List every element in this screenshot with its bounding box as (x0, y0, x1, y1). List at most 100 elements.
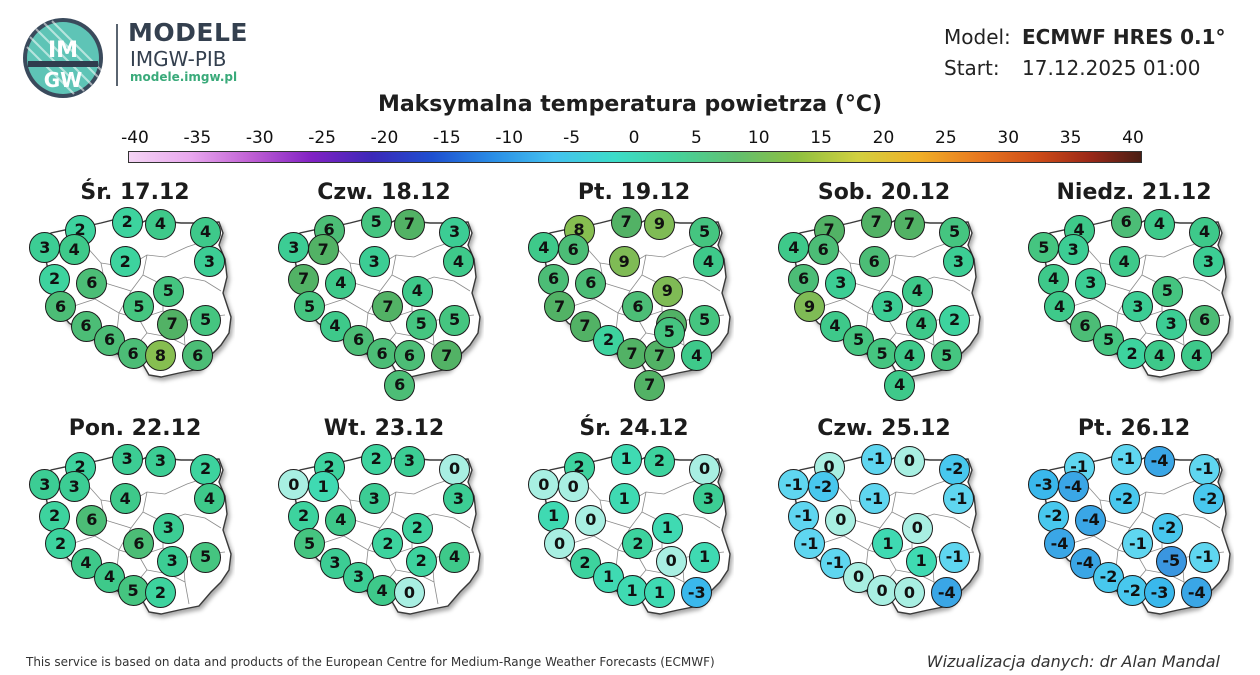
svg-text:IM: IM (48, 38, 78, 63)
temperature-bubble: 7 (431, 340, 463, 372)
temperature-bubble: 4 (1143, 208, 1175, 240)
temperature-bubble: 7 (288, 263, 320, 295)
region-border (353, 491, 397, 529)
temperature-bubble: 3 (393, 445, 425, 477)
temperature-bubble: 4 (681, 340, 713, 372)
temperature-bubble: -1 (794, 528, 826, 560)
temperature-bubble: 1 (538, 500, 570, 532)
temperature-bubble: -2 (1108, 483, 1140, 515)
temperature-bubble: 5 (939, 216, 971, 248)
temperature-bubble: -3 (1028, 469, 1060, 501)
temperature-bubble: -2 (939, 453, 971, 485)
temperature-bubble: 7 (393, 208, 425, 240)
temperature-bubble: 5 (117, 575, 149, 607)
imgw-logo: IM GW (23, 18, 103, 98)
temperature-bubble: 7 (610, 206, 642, 238)
temperature-bubble: 0 (544, 528, 576, 560)
temperature-bubble: 5 (439, 304, 471, 336)
temperature-bubble: 2 (372, 528, 404, 560)
brand-url-link[interactable]: modele.imgw.pl (130, 70, 238, 84)
temperature-bubble: 3 (825, 267, 857, 299)
region-border (1103, 254, 1147, 292)
day-label: Niedz. 21.12 (1056, 180, 1212, 205)
scale-tick-label: 35 (1059, 128, 1082, 148)
scale-tick-label: 5 (690, 128, 702, 148)
temperature-bubble: 4 (1189, 216, 1221, 248)
scale-tick-label: 25 (935, 128, 957, 148)
temperature-bubble: -1 (1122, 528, 1154, 560)
temperature-bubble: 5 (294, 528, 326, 560)
temperature-bubble: 2 (190, 453, 222, 485)
temperature-bubble: 3 (942, 246, 974, 278)
visualization-credit: Wizualizacja danych: dr Alan Mandal (926, 652, 1220, 671)
temperature-bubble: 2 (643, 445, 675, 477)
ecmwf-attribution: This service is based on data and produc… (26, 655, 715, 669)
temperature-bubble: 3 (1122, 291, 1154, 323)
temperature-bubble: 2 (144, 577, 176, 609)
scale-tick-label: -20 (370, 128, 399, 148)
region-border (603, 491, 647, 529)
temperature-bubble: 5 (405, 308, 437, 340)
temperature-bubble: -4 (1143, 445, 1175, 477)
temperature-bubble: 4 (144, 208, 176, 240)
brand-title: MODELE (128, 18, 248, 47)
temperature-bubble: 3 (358, 246, 390, 278)
temperature-bubble: 4 (325, 504, 357, 536)
scale-tick-label: -5 (563, 128, 581, 148)
temperature-bubble: 3 (358, 483, 390, 515)
temperature-bubble: 5 (689, 304, 721, 336)
temperature-bubble: 5 (190, 541, 222, 573)
temperature-bubble: 5 (866, 338, 898, 370)
temperature-bubble: 1 (905, 545, 937, 577)
temperature-bubble: 6 (123, 528, 155, 560)
temperature-bubble: 6 (807, 234, 839, 266)
temperature-bubble: 6 (557, 234, 589, 266)
temperature-bubble: 9 (608, 246, 640, 278)
temperature-bubble: 6 (1189, 304, 1221, 336)
temperature-bubble: 6 (366, 338, 398, 370)
temperature-bubble: 6 (1110, 206, 1142, 238)
day-label: Wt. 23.12 (323, 416, 445, 441)
temperature-bubble: 1 (651, 512, 683, 544)
temperature-bubble: 6 (858, 246, 890, 278)
temperature-bubble: 9 (651, 275, 683, 307)
temperature-bubble: 2 (39, 263, 71, 295)
region-border (395, 569, 439, 605)
temperature-bubble: 5 (294, 291, 326, 323)
temperature-bubble: 0 (528, 469, 560, 501)
color-scale-ticks: -40 -35 -30 -25 -20 -15 -10 -5 0 5 10 15 20 25 30 35 40 (0, 128, 1260, 152)
temperature-bubble: 6 (182, 340, 214, 372)
temperature-bubble: 4 (1108, 246, 1140, 278)
brand-divider (116, 24, 118, 86)
temperature-bubble: 9 (794, 291, 826, 323)
day-label: Czw. 25.12 (817, 416, 951, 441)
start-value: 17.12.2025 01:00 (1022, 56, 1201, 80)
model-label: Model: (944, 25, 1011, 49)
temperature-bubble: 7 (616, 338, 648, 370)
temperature-bubble: 1 (616, 575, 648, 607)
temperature-bubble: 2 (360, 443, 392, 475)
temperature-bubble: 4 (1181, 340, 1213, 372)
scale-tick-label: -30 (245, 128, 274, 148)
temperature-bubble: 5 (931, 340, 963, 372)
temperature-bubble: 4 (1143, 340, 1175, 372)
region-border (104, 254, 148, 292)
region-border (104, 491, 148, 529)
temperature-bubble: -4 (1181, 577, 1213, 609)
page-title: Maksymalna temperatura powietrza (°C) (377, 92, 883, 117)
temperature-bubble: -2 (1116, 575, 1148, 607)
temperature-bubble: 6 (575, 267, 607, 299)
temperature-bubble: 4 (1038, 263, 1070, 295)
temperature-bubble: 7 (860, 206, 892, 238)
temperature-bubble: 6 (117, 338, 149, 370)
scale-tick-label: -15 (432, 128, 461, 148)
temperature-bubble: 5 (689, 216, 721, 248)
temperature-bubble: 7 (893, 208, 925, 240)
temperature-bubble: 3 (156, 545, 188, 577)
temperature-bubble: 6 (45, 291, 77, 323)
temperature-bubble: 4 (439, 541, 471, 573)
temperature-bubble: -3 (1143, 577, 1175, 609)
temperature-bubble: -2 (1038, 500, 1070, 532)
temperature-bubble: 4 (109, 483, 141, 515)
temperature-bubble: 6 (76, 504, 108, 536)
